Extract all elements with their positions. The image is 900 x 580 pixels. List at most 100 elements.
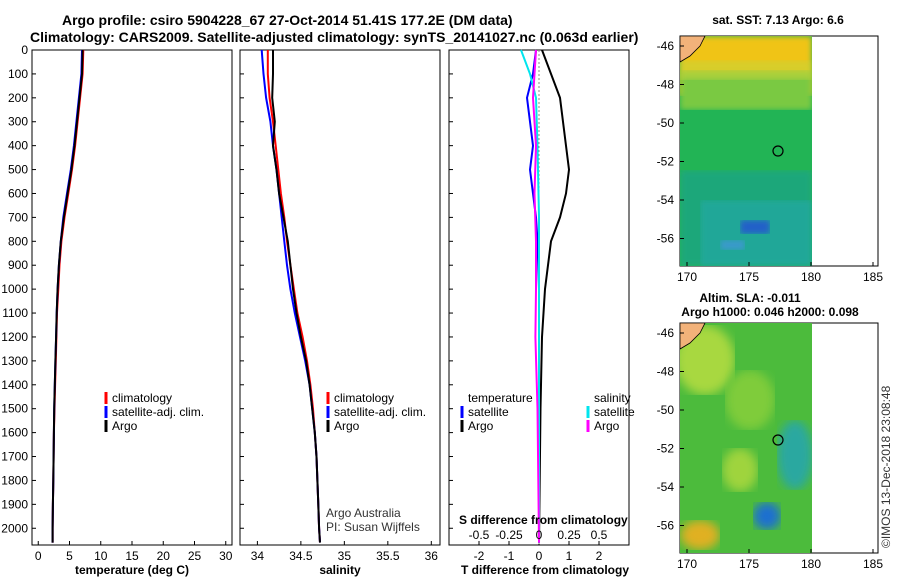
temperature-axes	[31, 49, 233, 546]
map-x-tick-label: 180	[801, 270, 821, 284]
depth-tick-label: 700	[8, 210, 28, 224]
sla-map-field	[680, 323, 812, 553]
map-y-tick-label: -54	[657, 480, 675, 494]
salinity-plot: 34 34.5 35 35.5 36	[251, 49, 439, 563]
legend-satellite: satellite-adj. clim.	[334, 405, 426, 419]
depth-tick-label: 1800	[1, 473, 28, 487]
legend-title-temperature: temperature	[468, 391, 533, 405]
sst-map-field	[680, 36, 812, 266]
depth-tick-label: 300	[8, 115, 28, 129]
legend-s-satellite: satellite	[594, 405, 635, 419]
depth-tick-label: 1900	[1, 497, 28, 511]
sla-map-title-2: Argo h1000: 0.046 h2000: 0.098	[681, 305, 859, 319]
s-diff-tick-label: 0.5	[591, 528, 608, 542]
map-y-tick-label: -50	[657, 403, 675, 417]
credit-imos: ©IMOS 13-Dec-2018 23:08:48	[879, 385, 893, 548]
map-y-tick-label: -56	[657, 232, 675, 246]
title-line-1: Argo profile: csiro 5904228_67 27-Oct-20…	[62, 12, 513, 28]
s-diff-tick-label: 0.25	[557, 528, 581, 542]
s-difference-ticks: -0.5 -0.25 0 0.25 0.5	[469, 528, 608, 542]
difference-plot: -2 -1 0 1 2	[474, 49, 603, 563]
depth-tick-label: 1200	[1, 330, 28, 344]
x-tick-label: 35	[338, 549, 352, 563]
salinity-xlabel: salinity	[319, 563, 361, 577]
map-y-tick-label: -46	[657, 326, 675, 340]
legend-title-salinity: salinity	[594, 391, 631, 405]
series-line-argo	[271, 50, 321, 543]
depth-tick-label: 1600	[1, 426, 28, 440]
map-x-tick-label: 170	[677, 270, 697, 284]
legend-climatology: climatology	[334, 391, 394, 405]
map-x-tick-label: 185	[863, 557, 883, 571]
sla-map-title-1: Altim. SLA: -0.011	[699, 291, 801, 305]
map-x-tick-label: 170	[677, 557, 697, 571]
salinity-legend: climatology satellite-adj. clim. Argo	[326, 391, 426, 433]
depth-tick-label: 200	[8, 91, 28, 105]
title-line-2: Climatology: CARS2009. Satellite-adjuste…	[30, 29, 638, 45]
s-diff-tick-label: -0.25	[495, 528, 523, 542]
credit-pi: PI: Susan Wijffels	[326, 520, 420, 534]
depth-tick-label: 100	[8, 67, 28, 81]
sst-map-ticks: -46 -48 -50 -52 -54 -56 170 175 180 185	[657, 39, 884, 284]
x-tick-label: 15	[125, 549, 139, 563]
map-y-tick-label: -54	[657, 193, 675, 207]
series-line-s-argo	[531, 49, 540, 543]
map-x-tick-label: 185	[863, 270, 883, 284]
argo-location-marker	[772, 434, 784, 446]
legend-t-argo: Argo	[468, 419, 494, 433]
legend-s-argo: Argo	[594, 419, 620, 433]
legend-satellite: satellite-adj. clim.	[112, 405, 204, 419]
sla-map-ticks: -46 -48 -50 -52 -54 -56 170 175 180 185	[657, 326, 884, 571]
argo-location-marker	[772, 145, 784, 157]
x-tick-label: 34	[251, 549, 265, 563]
depth-tick-label: 2000	[1, 521, 28, 535]
credit-argo-australia: Argo Australia	[326, 506, 401, 520]
map-y-tick-label: -50	[657, 116, 675, 130]
s-difference-label: S difference from climatology	[459, 513, 628, 527]
x-tick-label: -2	[474, 549, 485, 563]
series-line-argo	[51, 49, 84, 543]
legend-climatology: climatology	[112, 391, 172, 405]
x-tick-label: 2	[596, 549, 603, 563]
s-diff-tick-label: -0.5	[469, 528, 490, 542]
depth-tick-label: 400	[8, 139, 28, 153]
series-line-s-satellite	[520, 49, 540, 543]
x-tick-label: 36	[425, 549, 439, 563]
depth-tick-label: 1500	[1, 402, 28, 416]
x-tick-label: 0	[536, 549, 543, 563]
x-tick-label: 5	[66, 549, 73, 563]
map-x-tick-label: 175	[739, 557, 759, 571]
depth-tick-label: 800	[8, 234, 28, 248]
temperature-legend: climatology satellite-adj. clim. Argo	[104, 391, 204, 433]
map-y-tick-label: -48	[657, 365, 675, 379]
x-tick-label: 30	[219, 549, 233, 563]
x-tick-label: 25	[188, 549, 202, 563]
depth-tick-label: 0	[21, 43, 28, 57]
sst-map-title: sat. SST: 7.13 Argo: 6.6	[712, 13, 844, 27]
x-tick-label: 10	[94, 549, 108, 563]
x-tick-label: 1	[566, 549, 573, 563]
legend-argo: Argo	[334, 419, 360, 433]
depth-tick-label: 1700	[1, 450, 28, 464]
map-y-tick-label: -52	[657, 442, 675, 456]
map-y-tick-label: -48	[657, 78, 675, 92]
depth-tick-label: 1400	[1, 378, 28, 392]
x-tick-label: 35.5	[376, 549, 400, 563]
legend-t-satellite: satellite	[468, 405, 509, 419]
depth-tick-label: 500	[8, 163, 28, 177]
map-x-tick-label: 175	[739, 270, 759, 284]
map-y-tick-label: -56	[657, 519, 675, 533]
temperature-plot: 0 5 10 15 20 25 30	[35, 49, 233, 563]
x-tick-label: 20	[157, 549, 171, 563]
x-tick-label: 0	[35, 549, 42, 563]
depth-tick-label: 900	[8, 258, 28, 272]
map-x-tick-label: 180	[801, 557, 821, 571]
x-tick-label: -1	[504, 549, 515, 563]
depth-tick-label: 1100	[2, 306, 28, 320]
depth-tick-labels: 0 100 200 300 400 500 600 700 800 900 1000 1100 1200…	[1, 43, 453, 535]
map-y-tick-label: -52	[657, 155, 675, 169]
difference-legend-salinity: salinity satellite Argo	[586, 391, 635, 433]
depth-tick-label: 1000	[1, 282, 28, 296]
x-tick-label: 34.5	[289, 549, 313, 563]
